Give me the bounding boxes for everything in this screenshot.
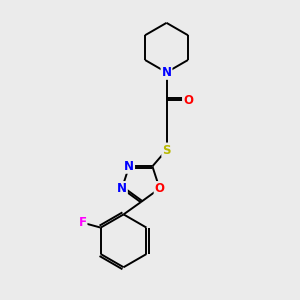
Text: N: N [117, 182, 127, 195]
Text: N: N [124, 160, 134, 173]
Text: O: O [154, 182, 165, 195]
Text: O: O [183, 94, 193, 107]
Text: F: F [79, 216, 86, 229]
Text: S: S [162, 143, 171, 157]
Text: N: N [161, 66, 172, 79]
